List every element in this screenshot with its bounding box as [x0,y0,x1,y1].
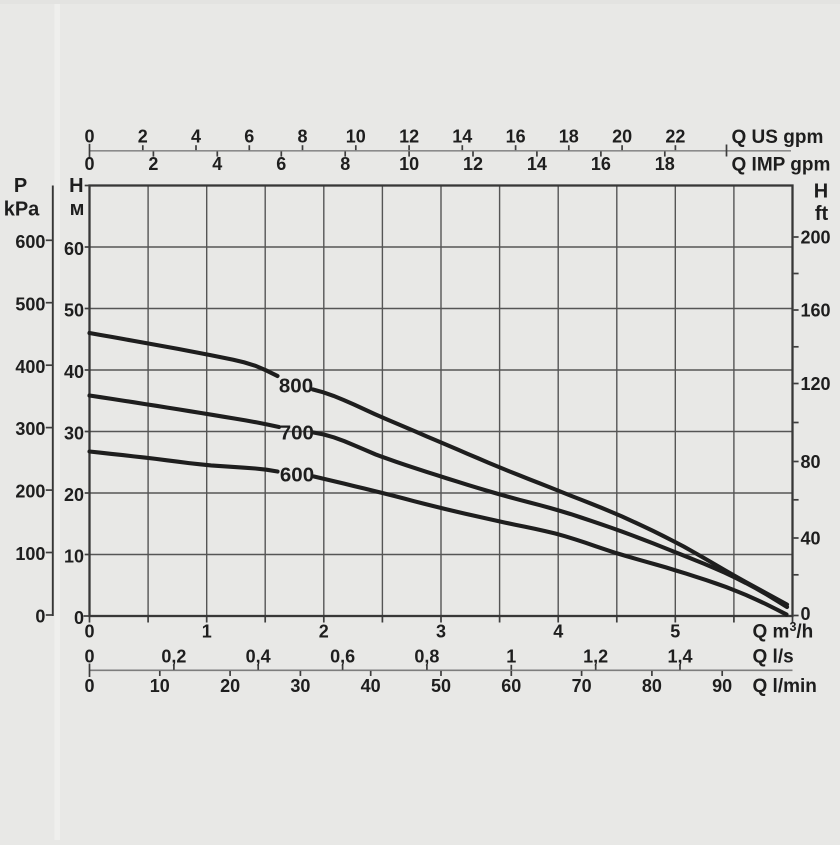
svg-text:3: 3 [436,622,446,642]
svg-text:100: 100 [15,544,45,564]
svg-text:0: 0 [84,647,94,667]
svg-text:60: 60 [64,239,84,259]
svg-text:0,6: 0,6 [330,647,355,667]
svg-text:2: 2 [148,154,158,174]
svg-text:12: 12 [463,154,483,174]
svg-text:1: 1 [506,647,516,667]
svg-text:14: 14 [452,127,472,147]
svg-text:0: 0 [84,622,94,642]
svg-text:10: 10 [150,676,170,696]
svg-text:0: 0 [74,608,84,628]
svg-text:200: 200 [15,482,45,502]
svg-text:16: 16 [506,127,526,147]
svg-text:Q l/s: Q l/s [753,647,794,668]
svg-text:P: P [14,175,27,197]
svg-text:600: 600 [280,464,314,487]
svg-text:4: 4 [191,127,201,147]
svg-text:H: H [69,175,83,197]
svg-text:20: 20 [612,127,632,147]
svg-text:Q IMP gpm: Q IMP gpm [732,155,831,176]
svg-text:160: 160 [801,300,831,320]
svg-text:0,4: 0,4 [246,647,271,667]
svg-text:10: 10 [64,546,84,566]
svg-text:12: 12 [399,127,419,147]
svg-text:18: 18 [655,154,675,174]
svg-text:50: 50 [64,300,84,320]
svg-text:90: 90 [712,676,732,696]
svg-text:10: 10 [399,154,419,174]
svg-text:400: 400 [15,357,45,377]
svg-text:20: 20 [64,485,84,505]
svg-text:0: 0 [84,676,94,696]
svg-text:300: 300 [15,419,45,439]
svg-text:1: 1 [202,622,212,642]
svg-text:20: 20 [220,676,240,696]
svg-text:700: 700 [280,421,314,444]
svg-text:40: 40 [64,362,84,382]
svg-text:ft: ft [815,203,829,225]
svg-text:4: 4 [212,154,222,174]
svg-text:0: 0 [35,607,45,627]
svg-text:18: 18 [559,127,579,147]
svg-text:6: 6 [244,127,254,147]
svg-text:800: 800 [279,375,313,398]
svg-text:0: 0 [84,127,94,147]
svg-text:2: 2 [319,622,329,642]
svg-text:60: 60 [501,676,521,696]
svg-text:70: 70 [572,676,592,696]
svg-text:8: 8 [340,154,350,174]
svg-text:500: 500 [15,294,45,314]
svg-text:0,8: 0,8 [414,647,439,667]
svg-text:Q US gpm: Q US gpm [732,127,824,148]
svg-text:Q l/min: Q l/min [753,676,817,697]
svg-text:80: 80 [801,452,821,472]
svg-text:H: H [814,181,828,203]
svg-text:30: 30 [290,676,310,696]
svg-text:10: 10 [346,127,366,147]
svg-text:м: м [70,198,85,220]
svg-text:6: 6 [276,154,286,174]
svg-text:0: 0 [801,604,811,624]
svg-text:2: 2 [138,127,148,147]
svg-text:50: 50 [431,676,451,696]
svg-text:1,2: 1,2 [583,647,608,667]
svg-text:Q m3/h: Q m3/h [753,620,814,643]
svg-text:120: 120 [801,374,831,394]
svg-text:8: 8 [297,127,307,147]
svg-text:14: 14 [527,154,547,174]
svg-text:kPa: kPa [4,199,40,221]
svg-text:40: 40 [801,528,821,548]
svg-text:30: 30 [64,423,84,443]
svg-text:22: 22 [665,127,685,147]
svg-text:600: 600 [15,232,45,252]
svg-text:0,2: 0,2 [161,647,186,667]
svg-text:1,4: 1,4 [667,647,692,667]
svg-text:16: 16 [591,154,611,174]
svg-text:200: 200 [801,227,831,247]
svg-text:0: 0 [84,154,94,174]
svg-text:80: 80 [642,676,662,696]
svg-text:5: 5 [670,622,680,642]
svg-text:4: 4 [553,622,563,642]
svg-text:40: 40 [361,676,381,696]
